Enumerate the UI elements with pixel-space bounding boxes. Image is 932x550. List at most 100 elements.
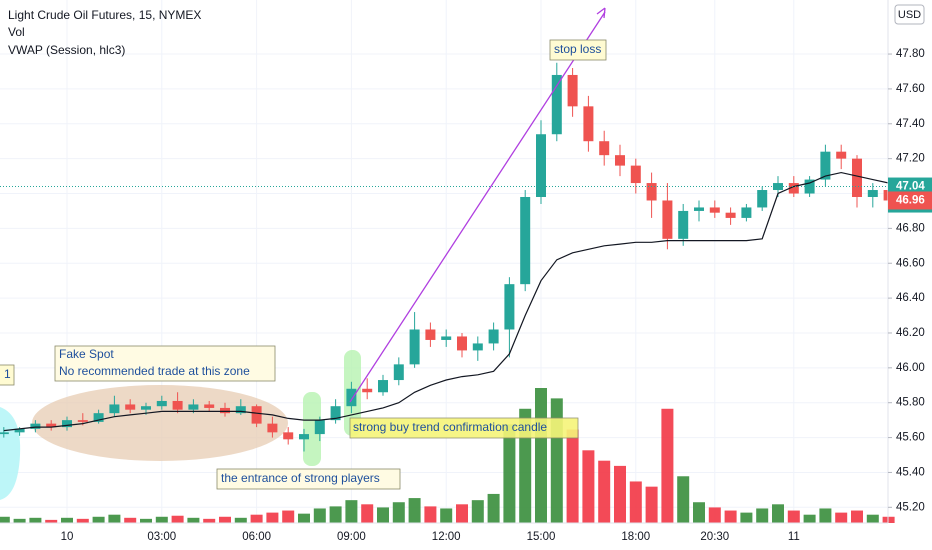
last-price-label-bg bbox=[888, 191, 932, 210]
fake-spot-zone bbox=[32, 385, 288, 461]
annotation-text: 1 bbox=[4, 367, 11, 381]
volume-bar bbox=[803, 514, 816, 523]
candle-body bbox=[267, 423, 278, 433]
volume-bar bbox=[598, 460, 611, 523]
candle-body bbox=[551, 74, 562, 135]
arrow-head bbox=[596, 7, 606, 19]
volume-bar bbox=[835, 512, 848, 523]
volume-bar bbox=[882, 516, 895, 523]
volume-bar bbox=[535, 388, 547, 523]
volume-legend: Vol bbox=[8, 25, 25, 39]
x-tick-label: 18:00 bbox=[621, 531, 650, 543]
y-tick-label: 47.80 bbox=[896, 48, 925, 60]
x-tick-label: 09:00 bbox=[337, 531, 366, 543]
volume-bar bbox=[124, 517, 137, 523]
overlay bbox=[0, 171, 889, 432]
volume-bar bbox=[203, 518, 216, 523]
grid bbox=[0, 0, 888, 523]
y-tick-label: 45.20 bbox=[896, 501, 925, 513]
y-tick-label: 45.80 bbox=[896, 397, 925, 409]
volume-bar bbox=[851, 510, 863, 523]
y-tick-label: 45.60 bbox=[896, 432, 925, 444]
candle-body bbox=[46, 423, 57, 428]
volume-bar bbox=[424, 506, 437, 523]
highlight-blob bbox=[0, 407, 21, 500]
y-tick-label: 46.60 bbox=[896, 257, 925, 269]
x-tick-label: 12:00 bbox=[432, 531, 461, 543]
candle-body bbox=[283, 432, 294, 440]
volume-bar bbox=[756, 508, 769, 523]
candle-body bbox=[441, 336, 452, 340]
annotation-text: strong buy trend confirmation candle bbox=[353, 420, 547, 434]
candle-body bbox=[204, 404, 215, 408]
volume-bar bbox=[266, 512, 279, 523]
volume-bar bbox=[250, 514, 263, 523]
currency-box[interactable] bbox=[894, 4, 925, 25]
entrance-highlight bbox=[303, 392, 321, 466]
candle-body bbox=[330, 406, 341, 421]
volume-bar bbox=[140, 518, 152, 523]
candle-body bbox=[425, 329, 436, 340]
candle-body bbox=[220, 407, 230, 414]
volume-bar bbox=[582, 450, 595, 523]
volume-bar bbox=[155, 516, 168, 523]
price-scale: 45.20 45.40 45.60 45.80 46.00 46.20 46.40 46.60… bbox=[888, 48, 932, 513]
volume-bar bbox=[408, 498, 421, 523]
volume-bar bbox=[787, 510, 800, 523]
volume-bar bbox=[645, 486, 658, 523]
candle-body bbox=[741, 207, 752, 218]
candle-body bbox=[599, 141, 610, 156]
candle-body bbox=[788, 183, 799, 194]
candle-body bbox=[520, 196, 531, 285]
y-tick-label: 46.00 bbox=[896, 362, 925, 374]
candle-body bbox=[362, 388, 373, 393]
candle-body bbox=[299, 434, 309, 440]
chart-title: Light Crude Oil Futures, 15, NYMEX bbox=[8, 8, 201, 22]
volume-bar bbox=[566, 429, 579, 523]
volume-bar bbox=[329, 506, 342, 523]
candle-body bbox=[346, 388, 357, 407]
y-tick-label: 47.60 bbox=[896, 83, 925, 95]
annotation-text: No recommended trade at this zone bbox=[59, 364, 250, 378]
volume-bar bbox=[282, 510, 295, 523]
candle-body bbox=[109, 404, 120, 414]
volume-bar bbox=[0, 516, 10, 523]
annotation-text: Fake Spot bbox=[59, 347, 114, 361]
volume-bar bbox=[677, 476, 690, 523]
candle-body bbox=[504, 284, 515, 330]
candle-body bbox=[867, 190, 878, 197]
x-tick-label: 03:00 bbox=[147, 531, 176, 543]
candle-body bbox=[662, 200, 673, 239]
volume-bar bbox=[234, 517, 247, 523]
y-tick-label: 47.40 bbox=[896, 118, 925, 130]
candle-body bbox=[472, 343, 483, 351]
volume-bar bbox=[708, 507, 721, 523]
candle-body bbox=[156, 400, 167, 407]
candle-body bbox=[62, 420, 72, 428]
candle-body bbox=[678, 210, 689, 239]
volume-bar bbox=[392, 502, 405, 523]
volume-bar bbox=[361, 504, 374, 523]
volume-bar bbox=[629, 481, 642, 523]
annotation-box bbox=[54, 345, 276, 382]
volume-bar bbox=[772, 504, 784, 523]
volume-bar bbox=[693, 502, 705, 523]
candle-body bbox=[125, 404, 136, 410]
volume-bar bbox=[13, 518, 26, 523]
volume-bar bbox=[614, 465, 626, 523]
candle-body bbox=[694, 207, 704, 211]
volume-bar bbox=[456, 504, 468, 523]
candle-body bbox=[836, 151, 847, 159]
volume-bar bbox=[219, 516, 231, 523]
y-tick-label: 47.20 bbox=[896, 153, 925, 165]
annotation-text: stop loss bbox=[554, 42, 601, 56]
candle-body bbox=[235, 406, 246, 414]
candles bbox=[0, 62, 894, 452]
x-tick-label: 10 bbox=[61, 531, 74, 543]
x-tick-label: 11 bbox=[788, 531, 800, 543]
volume-bar bbox=[92, 516, 105, 523]
volume-bar bbox=[661, 408, 674, 523]
candle-body bbox=[188, 404, 199, 410]
